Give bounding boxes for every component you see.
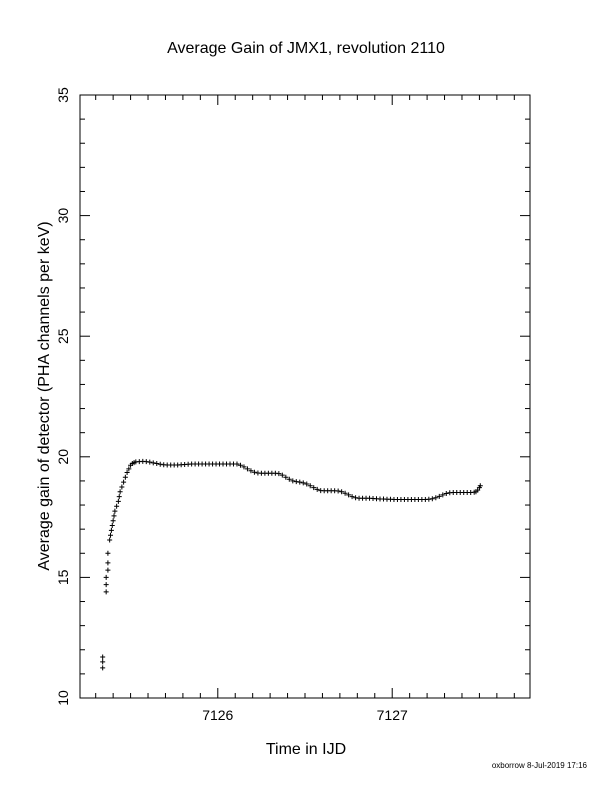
data-point: [241, 464, 247, 470]
data-point: [248, 468, 254, 474]
data-point: [307, 483, 313, 489]
data-point: [107, 537, 113, 543]
data-point: [443, 490, 449, 496]
data-point: [109, 523, 115, 529]
data-point: [112, 508, 118, 514]
y-tick-label: 25: [55, 328, 71, 344]
y-tick-label: 20: [55, 449, 71, 465]
y-tick-label: 15: [55, 569, 71, 585]
data-point: [100, 659, 106, 665]
data-point: [349, 494, 355, 500]
data-point: [477, 483, 483, 489]
data-point: [105, 550, 111, 556]
data-point: [110, 518, 116, 524]
axis-tick-labels: 7126 7127 10 15 20 25 30 35: [55, 87, 408, 723]
y-tick-label: 30: [55, 208, 71, 224]
data-point: [105, 560, 111, 566]
footer-credit: oxborrow 8-Jul-2019 17:16: [492, 761, 588, 770]
y-tick-label: 10: [55, 690, 71, 706]
data-point: [276, 471, 282, 477]
data-point: [124, 469, 130, 475]
data-point: [105, 567, 111, 573]
data-point: [103, 589, 109, 595]
data-point: [103, 574, 109, 580]
data-point: [108, 527, 114, 533]
data-point: [300, 480, 306, 486]
data-point: [116, 494, 122, 500]
data-point: [103, 582, 109, 588]
data-point: [126, 466, 132, 472]
data-point: [111, 513, 117, 519]
data-point: [244, 466, 250, 472]
data-point: [100, 654, 106, 660]
data-point: [100, 665, 106, 671]
data-point: [117, 489, 123, 495]
data-point: [314, 486, 320, 492]
data-point: [286, 476, 292, 482]
data-point: [297, 479, 303, 485]
data-point: [108, 532, 114, 538]
data-point: [429, 496, 435, 502]
data-point: [433, 495, 439, 501]
x-tick-label: 7127: [377, 707, 408, 723]
data-point: [339, 489, 345, 495]
axis-ticks: [80, 94, 530, 699]
data-point: [150, 460, 156, 466]
chart-title: Average Gain of JMX1, revolution 2110: [167, 40, 445, 57]
data-point: [114, 503, 120, 509]
x-axis-label: Time in IJD: [266, 741, 346, 758]
data-point: [279, 472, 285, 478]
data-point: [237, 462, 243, 468]
data-point: [335, 488, 341, 494]
data-points: [100, 458, 483, 671]
y-tick-label: 35: [55, 87, 71, 103]
data-point: [251, 469, 257, 475]
data-point: [121, 479, 127, 485]
plot-frame: [79, 94, 531, 699]
data-point: [436, 493, 442, 499]
data-point: [440, 492, 446, 498]
data-point: [346, 492, 352, 498]
data-point: [147, 459, 153, 465]
data-point: [311, 485, 317, 491]
data-point: [283, 474, 289, 480]
data-point: [234, 461, 240, 467]
data-point: [290, 478, 296, 484]
data-point: [122, 474, 128, 480]
y-axis-label: Average gain of detector (PHA channels p…: [36, 221, 53, 570]
data-point: [154, 461, 160, 467]
data-point: [342, 490, 348, 496]
data-point: [119, 484, 125, 490]
data-point: [115, 498, 121, 504]
data-point: [304, 481, 310, 487]
x-tick-label: 7126: [202, 707, 233, 723]
